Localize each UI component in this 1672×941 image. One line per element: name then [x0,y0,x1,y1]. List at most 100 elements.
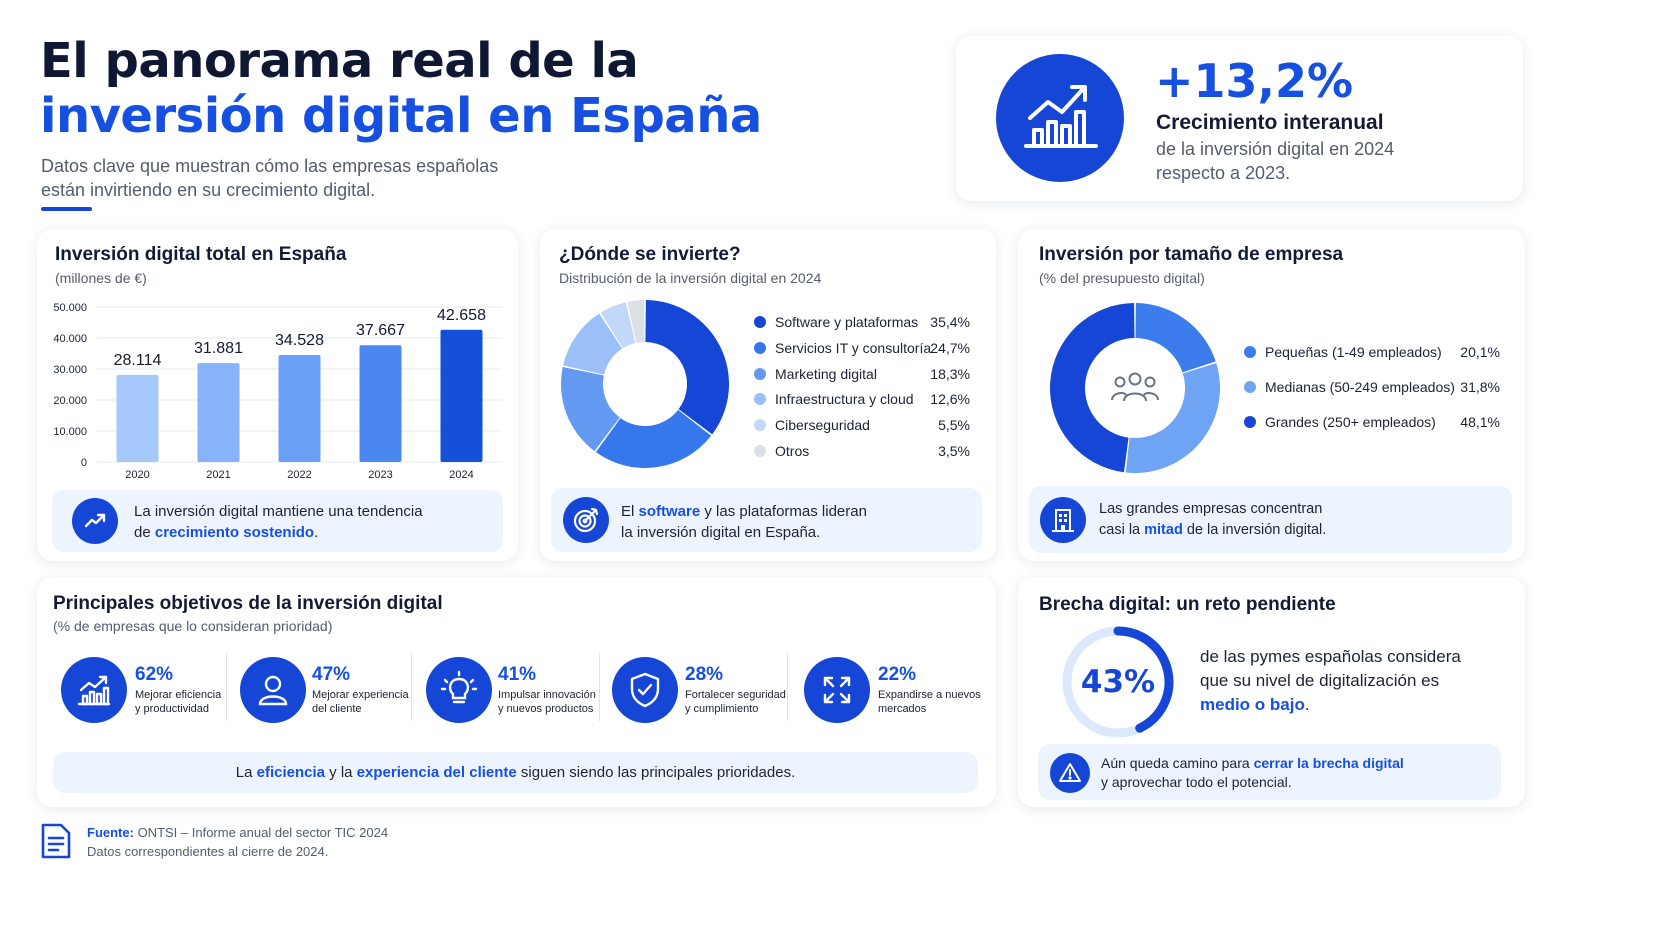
legend-label: Marketing digital [775,365,877,382]
gap-value: 43% [1080,664,1156,700]
legend-item: Marketing digital [754,366,877,382]
page-subtitle: Datos clave que muestran cómo las empres… [41,154,498,202]
objective-divider [226,653,227,721]
target-icon [563,497,609,543]
x-tick-label: 2023 [368,469,392,481]
legend-label: Software y plataformas [775,314,919,330]
legend-label: Ciberseguridad [775,417,870,434]
y-tick-label: 30.000 [53,364,87,376]
kpi-description: de la inversión digital en 2024 respecto… [1156,137,1394,185]
objectives-note: La eficiencia y la experiencia del clien… [53,752,978,793]
objective-2-line1: Mejorar experiencia [312,689,409,701]
gap-desc-line2: que su nivel de digitalización es [1200,671,1440,690]
legend-item: Medianas (50-249 empleados) [1244,379,1455,395]
bar-growth-icon [61,657,127,723]
objective-5-label: Expandirse a nuevos mercados [878,688,981,716]
where-note-line1: El software y las plataformas lideran [621,501,867,522]
x-tick-label: 2022 [287,469,311,481]
footer-line1: Fuente: ONTSI – Informe anual del sector… [87,823,388,842]
objectives-card-subtitle: (% de empresas que lo consideran priorid… [53,618,333,634]
footer-source-text: ONTSI – Informe anual del sector TIC 202… [133,825,389,840]
objective-5-line1: Expandirse a nuevos [878,689,981,701]
kpi-card: +13,2% Crecimiento interanual de la inve… [956,36,1523,201]
objective-divider [411,653,412,721]
y-tick-label: 50.000 [53,302,87,314]
kpi-desc-line1: de la inversión digital en 2024 [1156,139,1395,159]
objective-5-line2: mercados [878,703,927,715]
size-donut-chart [1050,303,1220,473]
footer-source: Fuente: ONTSI – Informe anual del sector… [87,823,388,861]
bar-2020 [116,374,159,462]
size-note: Las grandes empresas concentran casi la … [1029,486,1512,553]
size-note-post: de la inversión digital. [1182,522,1327,538]
legend-value: 20,1% [1460,344,1500,360]
legend-value: 18,3% [930,365,970,382]
gap-note-text: Aún queda camino para cerrar la brecha d… [1101,754,1404,792]
investment-note-line1: La inversión digital mantiene una tenden… [134,503,423,520]
legend-label: Pequeñas (1-49 empleados) [1265,344,1442,360]
legend-value: 35,4% [930,314,970,330]
legend-swatch [1244,416,1256,428]
legend-item: Ciberseguridad [754,417,870,433]
subtitle-line2: están invirtiendo en su crecimiento digi… [41,180,376,200]
donut-slice-0 [645,300,729,435]
investment-bar-chart: 0 10.000 20.000 30.000 40.000 50.000 28.114 202… [53,302,502,481]
size-note-line2: casi la mitad de la inversión digital. [1099,520,1326,541]
subtitle-line1: Datos clave que muestran cómo las empres… [41,156,499,176]
bar-value-label: 37.667 [356,322,405,339]
objective-1-line2: y productividad [135,703,209,715]
objective-1-line1: Mejorar eficiencia [135,689,222,701]
investment-note-highlight: crecimiento sostenido [154,524,315,541]
investment-card: Inversión digital total en España (millo… [37,229,518,561]
where-card-subtitle: Distribución de la inversión digital en … [559,270,822,286]
legend-item: Pequeñas (1-49 empleados) [1244,344,1442,360]
legend-item: Otros [754,443,809,459]
bar-value-label: 42.658 [437,307,486,324]
user-icon [240,657,306,723]
legend-item: Servicios IT y consultoría [754,340,931,356]
legend-swatch [754,367,766,380]
investment-card-subtitle: (millones de €) [55,270,147,286]
where-card-title: ¿Dónde se invierte? [559,244,741,265]
legend-swatch [754,419,766,432]
objective-1-label: Mejorar eficiencia y productividad [135,688,221,716]
objective-1-percent: 62% [135,664,174,685]
kpi-label: Crecimiento interanual [1156,111,1384,134]
page-title-line1: El panorama real de la [40,33,639,89]
size-note-pre: casi la [1099,522,1145,538]
legend-value: 48,1% [1460,414,1500,430]
donut-slice-3 [563,313,623,375]
size-note-text: Las grandes empresas concentran casi la … [1099,499,1326,541]
size-note-line1: Las grandes empresas concentran [1099,501,1323,517]
bar-2024 [440,329,483,462]
shield-check-icon [612,657,678,723]
where-donut-chart [561,300,729,468]
page-title-line2: inversión digital en España [40,88,762,144]
legend-swatch [1244,346,1256,358]
gap-desc-line3: medio o bajo. [1200,693,1461,717]
investment-note-text: La inversión digital mantiene una tenden… [134,501,423,543]
donut-slice-1 [595,409,712,468]
y-tick-label: 20.000 [53,395,87,407]
donut-slice-2 [1050,303,1135,473]
legend-item: Software y plataformas [754,314,918,330]
investment-note-line2: de crecimiento sostenido. [134,522,423,543]
y-tick-label: 10.000 [53,426,87,438]
size-card-subtitle: (% del presupuesto digital) [1039,270,1205,286]
where-note: El software y las plataformas lideran la… [551,488,982,552]
legend-value: 12,6% [930,391,970,408]
objective-3-percent: 41% [498,664,537,685]
gap-progress-ring [1062,626,1174,738]
objectives-note-highlight-1: eficiencia [256,764,325,781]
bar-2021 [197,363,240,462]
gap-note-line2: y aprovechar todo el potencial. [1101,774,1292,790]
objectives-card: Principales objetivos de la inversión di… [37,577,996,807]
legend-value: 5,5% [938,417,970,434]
gap-desc-post: . [1304,695,1310,714]
objective-4-percent: 28% [685,664,724,685]
bar-2022 [278,354,321,462]
bar-value-label: 28.114 [114,352,162,369]
objectives-note-text: La eficiencia y la experiencia del clien… [53,762,978,783]
investment-note-post: . [314,524,319,541]
expand-arrows-icon [804,657,870,723]
